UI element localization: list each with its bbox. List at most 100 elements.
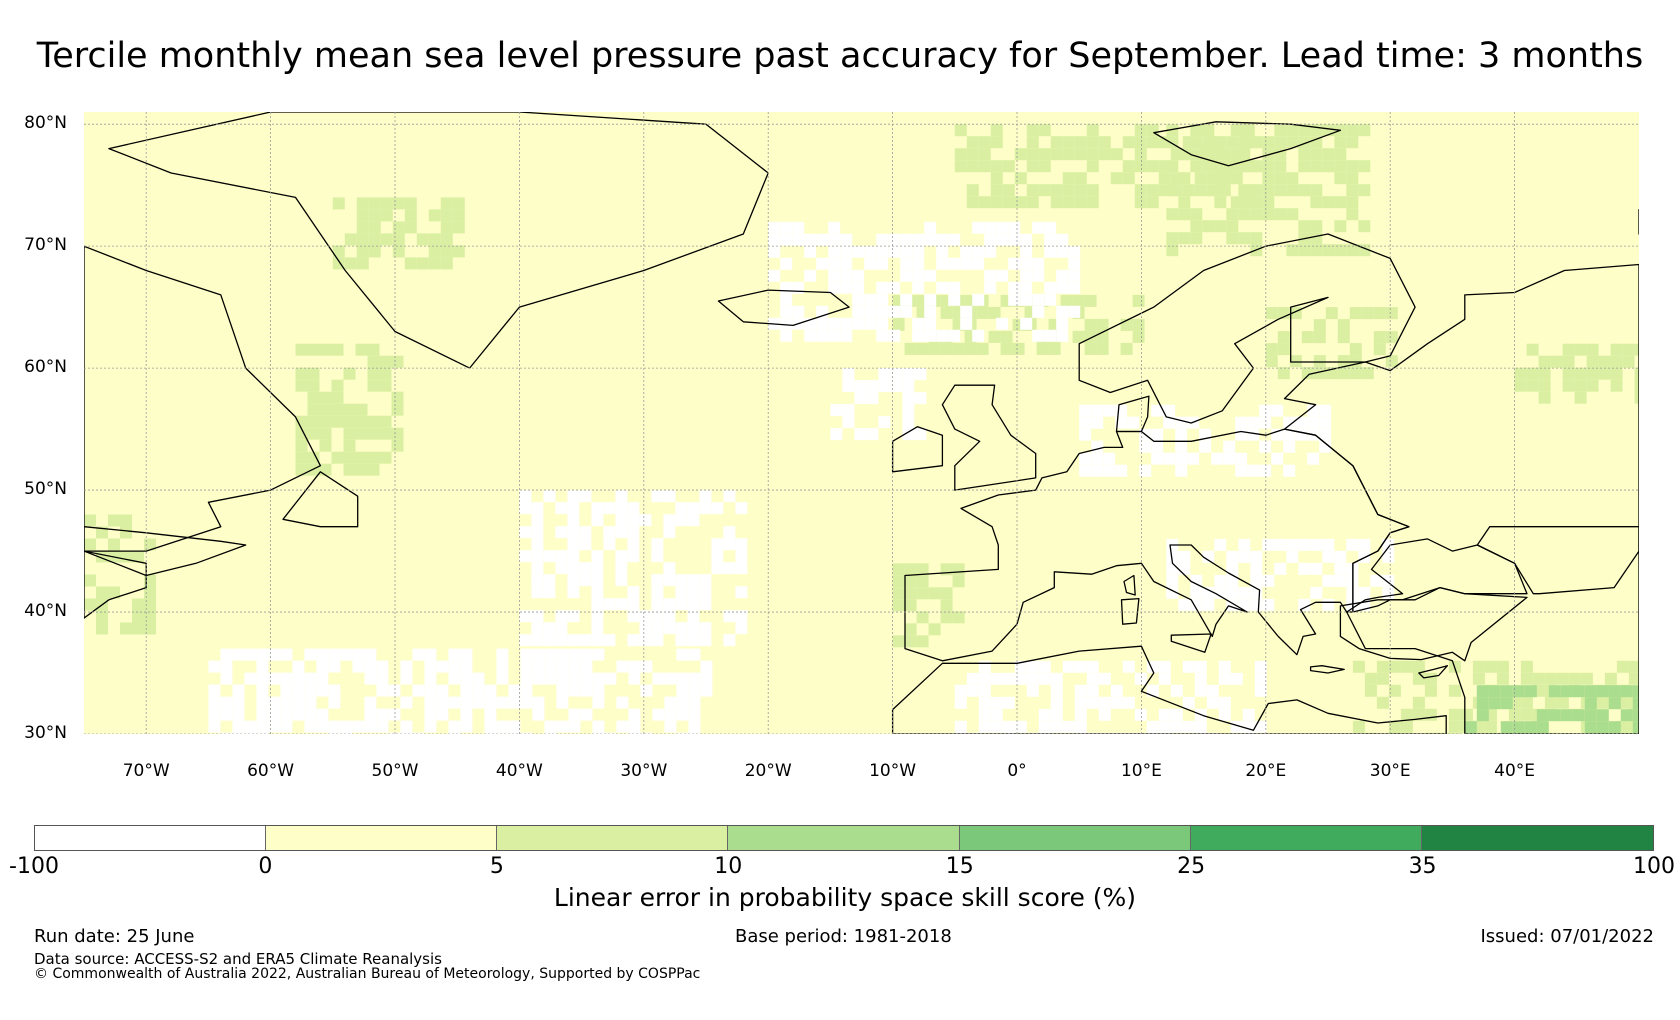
skill-cell bbox=[1038, 160, 1051, 173]
skill-cell bbox=[1238, 124, 1251, 137]
skill-cell bbox=[828, 233, 841, 246]
skill-cell bbox=[816, 317, 829, 330]
skill-cell bbox=[1020, 269, 1033, 282]
skill-cell bbox=[344, 257, 357, 270]
skill-cell bbox=[1250, 574, 1263, 587]
skill-cell bbox=[639, 634, 652, 647]
skill-cell bbox=[388, 732, 401, 734]
skill-cell bbox=[295, 439, 308, 452]
skill-cell bbox=[424, 708, 437, 721]
skill-cell bbox=[1412, 696, 1425, 709]
skill-cell bbox=[1044, 245, 1057, 258]
skill-cell bbox=[1163, 416, 1176, 429]
skill-cell bbox=[940, 599, 953, 612]
skill-cell bbox=[392, 221, 405, 234]
skill-cell bbox=[567, 550, 580, 563]
skill-cell bbox=[990, 136, 1003, 149]
skill-cell bbox=[1484, 660, 1497, 673]
skill-cell bbox=[972, 293, 985, 306]
skill-cell bbox=[1616, 660, 1629, 673]
skill-cell bbox=[1182, 660, 1195, 673]
skill-cell bbox=[948, 293, 961, 306]
skill-cell bbox=[567, 610, 580, 623]
skill-cell bbox=[1334, 562, 1347, 575]
skill-cell bbox=[568, 672, 581, 685]
skill-cell bbox=[900, 293, 913, 306]
skill-cell bbox=[914, 428, 927, 441]
skill-cell bbox=[1008, 281, 1021, 294]
skill-cell bbox=[367, 415, 380, 428]
skill-cell bbox=[412, 684, 425, 697]
skill-cell bbox=[120, 514, 132, 527]
skill-cell bbox=[1608, 697, 1621, 710]
skill-cell bbox=[990, 672, 1003, 685]
skill-cell bbox=[256, 696, 269, 709]
skill-cell bbox=[1265, 343, 1278, 356]
skill-cell bbox=[916, 342, 929, 355]
skill-cell bbox=[1337, 319, 1350, 332]
skill-cell bbox=[892, 318, 905, 331]
skill-cell bbox=[1038, 660, 1051, 673]
skill-cell bbox=[1044, 293, 1057, 306]
skill-cell bbox=[902, 380, 915, 393]
skill-cell bbox=[1325, 307, 1338, 320]
skill-cell bbox=[1002, 196, 1015, 209]
skill-cell bbox=[1072, 330, 1085, 343]
skill-cell bbox=[1238, 538, 1251, 551]
skill-cell bbox=[916, 587, 929, 600]
skill-cell bbox=[144, 610, 156, 623]
skill-cell bbox=[1238, 148, 1251, 161]
skill-cell bbox=[344, 233, 357, 246]
skill-cell bbox=[1223, 452, 1236, 465]
skill-cell bbox=[1286, 208, 1299, 221]
skill-cell bbox=[1358, 220, 1371, 233]
skill-cell bbox=[319, 463, 332, 476]
skill-cell bbox=[96, 586, 108, 599]
skill-cell bbox=[1202, 220, 1215, 233]
skill-cell bbox=[1115, 404, 1128, 417]
skill-cell bbox=[616, 696, 629, 709]
skill-cell bbox=[1178, 562, 1191, 575]
skill-cell bbox=[1084, 330, 1097, 343]
skill-cell bbox=[1319, 404, 1332, 417]
skill-cell bbox=[1544, 672, 1557, 685]
skill-cell bbox=[1484, 720, 1497, 733]
skill-cell bbox=[978, 148, 991, 161]
skill-cell bbox=[1322, 244, 1335, 257]
skill-cell bbox=[256, 732, 269, 734]
skill-cell bbox=[1584, 685, 1597, 698]
skill-cell bbox=[780, 233, 793, 246]
skill-cell bbox=[1056, 233, 1069, 246]
skill-cell bbox=[1373, 343, 1386, 356]
skill-cell bbox=[676, 648, 689, 661]
skill-cell bbox=[852, 317, 865, 330]
skill-cell bbox=[1178, 598, 1191, 611]
skill-cell bbox=[356, 245, 369, 258]
coastline-scandinavia bbox=[1078, 233, 1416, 424]
skill-cell bbox=[144, 574, 156, 587]
skill-cell bbox=[768, 233, 781, 246]
skill-cell bbox=[792, 221, 805, 234]
skill-cell bbox=[1079, 464, 1092, 477]
skill-cell bbox=[984, 245, 997, 258]
skill-cell bbox=[580, 660, 593, 673]
skill-cell bbox=[1544, 696, 1557, 709]
skill-cell bbox=[1235, 464, 1248, 477]
skill-cell bbox=[1103, 404, 1116, 417]
skill-cell bbox=[428, 257, 441, 270]
skill-cell bbox=[1262, 574, 1275, 587]
skill-cell bbox=[1146, 720, 1159, 733]
skill-cell bbox=[1086, 160, 1099, 173]
skill-cell bbox=[1250, 196, 1263, 209]
skill-cell bbox=[876, 305, 889, 318]
skill-cell bbox=[592, 648, 605, 661]
skill-cell bbox=[1262, 136, 1275, 149]
skill-cell bbox=[280, 696, 293, 709]
skill-cell bbox=[615, 598, 628, 611]
skill-cell bbox=[840, 233, 853, 246]
skill-cell bbox=[768, 269, 781, 282]
skill-cell bbox=[1538, 379, 1551, 392]
coastline-greenland bbox=[108, 112, 769, 369]
skill-cell bbox=[84, 538, 96, 551]
skill-cell bbox=[295, 379, 308, 392]
